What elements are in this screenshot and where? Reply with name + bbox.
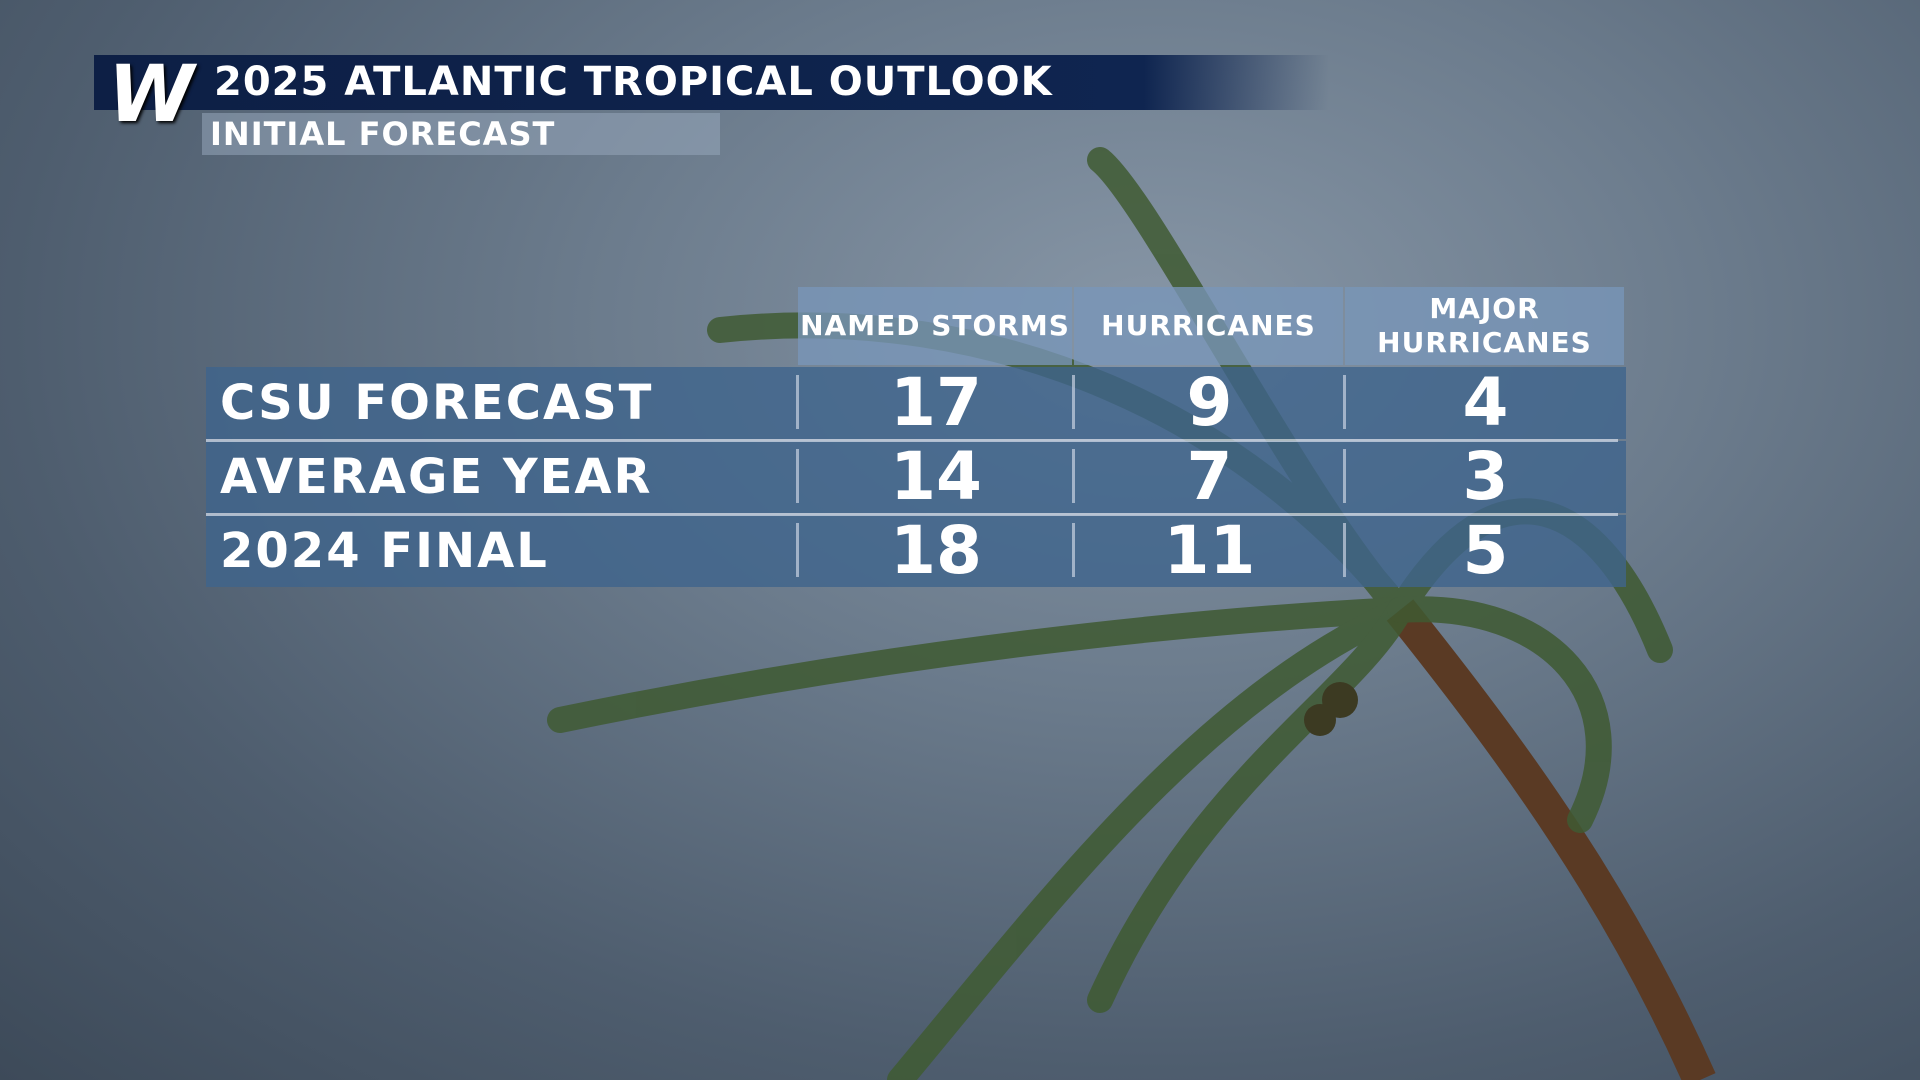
cell-value: 7 [1186,438,1233,515]
cell-value: 3 [1462,438,1509,515]
row-label: AVERAGE YEAR [220,449,653,505]
table-row [206,515,1626,587]
column-separator [1072,523,1075,577]
cell-value: 18 [890,512,982,589]
row-label: 2024 FINAL [220,523,549,579]
title: 2025 ATLANTIC TROPICAL OUTLOOK [214,59,1053,105]
column-separator [796,449,799,503]
column-header: HURRICANES [1074,287,1343,365]
cell-value: 14 [890,438,982,515]
subtitle-bar [202,113,720,155]
coconut [1304,704,1336,736]
column-separator [1072,375,1075,429]
title-bar [94,55,1329,110]
column-header: NAMED STORMS [798,287,1072,365]
subtitle: INITIAL FORECAST [210,115,556,153]
table-row [206,441,1626,513]
row-label: CSU FORECAST [220,375,654,431]
cell-value: 4 [1462,364,1509,441]
palm-trunk [1386,599,1716,1080]
column-separator [796,375,799,429]
cell-value: 5 [1462,512,1509,589]
row-separator [206,513,1618,516]
column-header: MAJOR HURRICANES [1345,287,1624,365]
cell-value: 9 [1186,364,1233,441]
column-separator [1343,449,1346,503]
table-row [206,367,1626,439]
logo: W [107,50,194,140]
cell-value: 17 [890,364,982,441]
column-separator [1072,449,1075,503]
column-separator [796,523,799,577]
column-separator [1343,375,1346,429]
row-separator [206,439,1618,442]
cell-value: 11 [1163,512,1256,589]
column-separator [1343,523,1346,577]
